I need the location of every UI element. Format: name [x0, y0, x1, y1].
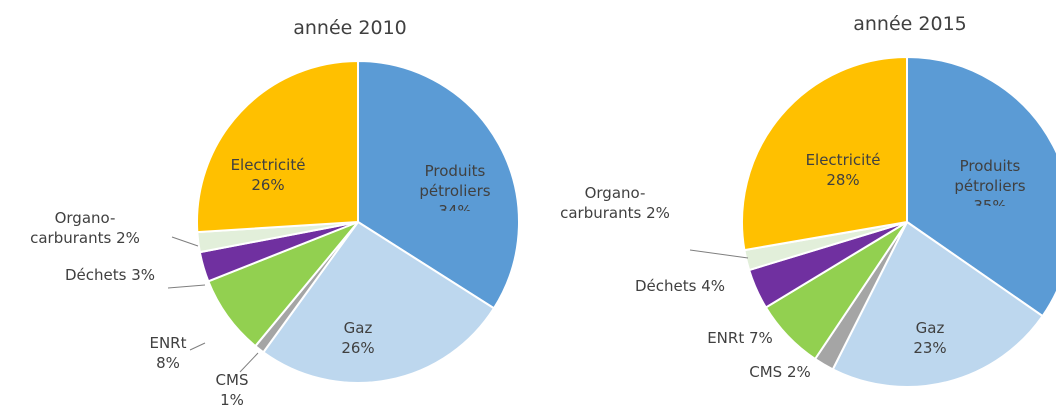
value-label: 1%: [220, 391, 244, 409]
category-label: Organo-carburants: [30, 209, 116, 247]
chart-title: année 2015: [853, 13, 967, 35]
category-label: Déchets: [634, 277, 697, 295]
slice-label: ENRt 8%: [138, 333, 198, 373]
category-label: CMS: [749, 363, 783, 381]
value-label: 28%: [826, 171, 860, 189]
pie-slice: [261, 220, 496, 384]
slice-label-text: Electricité 28%: [788, 150, 898, 190]
value-label: 7%: [749, 329, 773, 347]
category-label: Produits pétroliers: [954, 157, 1026, 195]
pie-slice: [196, 59, 359, 234]
slice-label-text: Déchets 4%: [620, 276, 740, 296]
slice-label-text: Produits pétroliers 35%: [925, 156, 1055, 206]
category-label: Gaz: [915, 319, 945, 337]
category-label: ENRt: [707, 329, 745, 347]
value-label: 34%: [438, 202, 472, 211]
slice-label-text: Organo-carburants 2%: [5, 208, 165, 248]
slice-label: CMS 2%: [730, 362, 830, 382]
slice-label-text: CMS 2%: [730, 362, 830, 382]
slice-label-text: Gaz 23%: [890, 318, 970, 358]
value-label: 26%: [251, 176, 285, 194]
slice-label: ENRt 7%: [690, 328, 790, 348]
value-label: 2%: [646, 204, 670, 222]
slice-label: Déchets 4%: [620, 276, 740, 296]
value-label: 2%: [786, 363, 811, 381]
leader-line: [189, 342, 206, 351]
slice-label-text: Déchets 3%: [45, 265, 175, 285]
category-label: ENRt: [149, 334, 187, 352]
slice-label: Déchets 3%: [45, 265, 175, 285]
category-label: CMS: [215, 371, 249, 389]
slice-label-text: CMS 1%: [202, 370, 262, 410]
value-label: 26%: [341, 339, 375, 357]
pie-slice: [906, 55, 1056, 318]
category-label: Gaz: [343, 319, 373, 337]
category-label: Electricité: [230, 156, 306, 174]
category-label: Organo-carburants: [560, 184, 646, 222]
leader-line: [689, 249, 749, 259]
slice-label-text: ENRt 7%: [690, 328, 790, 348]
leader-line: [167, 284, 206, 289]
slice-label: Electricité 28%: [788, 150, 898, 190]
slice-label-text: ENRt 8%: [138, 333, 198, 373]
leader-line: [171, 236, 199, 247]
value-label: 8%: [156, 354, 180, 372]
value-label: 2%: [116, 229, 140, 247]
pie-slice: [831, 220, 1044, 388]
slice-label: Organo-carburants 2%: [530, 183, 700, 223]
slice-label-text: Gaz 26%: [318, 318, 398, 358]
slice-label: Produits pétroliers 34%: [390, 161, 520, 211]
slice-label: Organo-carburants 2%: [5, 208, 165, 248]
leader-line: [239, 352, 259, 373]
pie-slice: [741, 55, 908, 252]
category-label: Electricité: [805, 151, 881, 169]
value-label: 3%: [131, 266, 156, 284]
slice-label: Produits pétroliers 35%: [925, 156, 1055, 206]
slice-label: Gaz 26%: [318, 318, 398, 358]
value-label: 23%: [913, 339, 947, 357]
slice-label: Electricité 26%: [213, 155, 323, 195]
chart-title: année 2010: [293, 17, 407, 39]
slice-label: Gaz 23%: [890, 318, 970, 358]
slice-label-text: Produits pétroliers 34%: [390, 161, 520, 211]
value-label: 4%: [701, 277, 726, 295]
category-label: Déchets: [64, 266, 127, 284]
slice-label-text: Electricité 26%: [213, 155, 323, 195]
category-label: Produits pétroliers: [419, 162, 491, 200]
value-label: 35%: [973, 197, 1007, 206]
slice-label-text: Organo-carburants 2%: [530, 183, 700, 223]
slice-label: CMS 1%: [202, 370, 262, 410]
